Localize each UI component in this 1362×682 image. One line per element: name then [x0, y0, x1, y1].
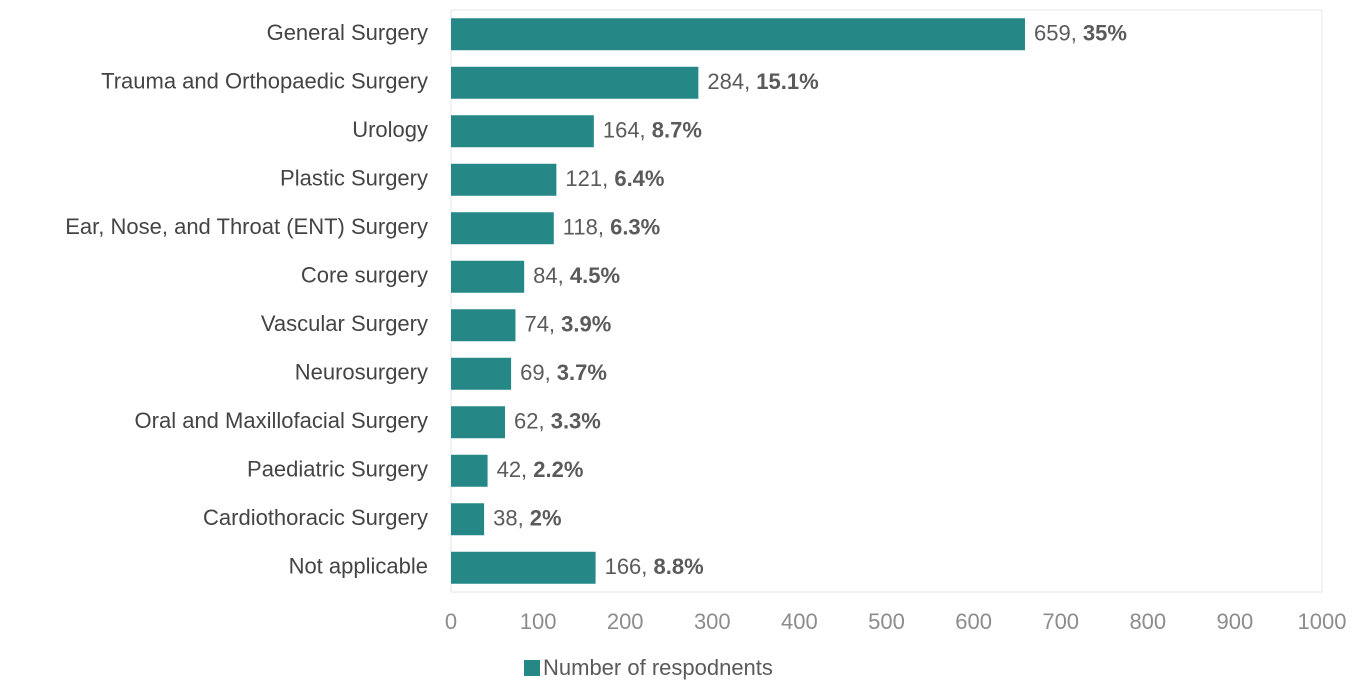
data-label-percent: 35% [1083, 20, 1127, 45]
data-label-percent: 8.8% [654, 554, 704, 579]
x-tick-label: 700 [1042, 609, 1079, 634]
data-label-percent: 2.2% [533, 457, 583, 482]
bar [451, 454, 488, 487]
data-label-count: 118, [563, 214, 610, 239]
plot-area [450, 9, 1323, 593]
data-label: 69, 3.7% [520, 360, 607, 385]
legend-label: Number of respodnents [543, 655, 773, 680]
data-label: 118, 6.3% [563, 214, 660, 239]
y-tick-label: Vascular Surgery [261, 311, 428, 336]
data-label: 42, 2.2% [497, 457, 584, 482]
x-tick-label: 200 [607, 609, 644, 634]
x-tick-label: 1000 [1298, 609, 1347, 634]
y-tick-label: Urology [352, 117, 428, 142]
y-tick-label: Neurosurgery [295, 360, 428, 385]
data-label-count: 659, [1034, 20, 1083, 45]
data-label-count: 42, [497, 457, 534, 482]
bar [451, 66, 699, 99]
bar [451, 260, 525, 293]
data-label-count: 62, [514, 408, 551, 433]
y-tick-label: Ear, Nose, and Throat (ENT) Surgery [65, 214, 428, 239]
data-label-count: 84, [533, 263, 570, 288]
data-label-count: 74, [524, 311, 561, 336]
x-tick-label: 500 [868, 609, 905, 634]
bar [451, 18, 1025, 51]
data-label: 38, 2% [493, 505, 562, 530]
y-tick-label: Trauma and Orthopaedic Surgery [101, 69, 428, 94]
y-tick-label: Not applicable [289, 554, 428, 579]
data-label-percent: 2% [530, 505, 562, 530]
x-tick-label: 900 [1217, 609, 1254, 634]
data-label-count: 38, [493, 505, 530, 530]
x-tick-label: 300 [694, 609, 731, 634]
y-tick-label: Paediatric Surgery [247, 457, 428, 482]
data-label: 74, 3.9% [524, 311, 611, 336]
x-tick-label: 0 [445, 609, 457, 634]
data-label-count: 164, [603, 117, 652, 142]
data-label-count: 166, [605, 554, 654, 579]
bar [451, 163, 557, 196]
data-label: 164, 8.7% [603, 117, 702, 142]
y-tick-label: Oral and Maxillofacial Surgery [135, 408, 428, 433]
y-tick-label: Cardiothoracic Surgery [203, 505, 428, 530]
data-label-percent: 3.7% [557, 360, 607, 385]
data-label: 62, 3.3% [514, 408, 601, 433]
bar [451, 551, 596, 584]
x-tick-label: 800 [1129, 609, 1166, 634]
data-label-percent: 3.3% [551, 408, 601, 433]
data-label: 84, 4.5% [533, 263, 620, 288]
bar [451, 115, 594, 148]
y-tick-label: General Surgery [267, 20, 428, 45]
bar [451, 503, 485, 536]
data-label: 121, 6.4% [565, 166, 664, 191]
data-label: 166, 8.8% [605, 554, 704, 579]
y-tick-label: Core surgery [301, 263, 428, 288]
bar [451, 309, 516, 342]
data-label-count: 121, [565, 166, 614, 191]
data-label-count: 284, [707, 69, 756, 94]
x-tick-label: 100 [520, 609, 557, 634]
x-tick-label: 600 [955, 609, 992, 634]
x-tick-label: 400 [781, 609, 818, 634]
data-label-count: 69, [520, 360, 557, 385]
data-label-percent: 4.5% [570, 263, 620, 288]
data-label: 284, 15.1% [707, 69, 818, 94]
bar [451, 357, 512, 390]
data-label-percent: 6.3% [610, 214, 660, 239]
data-label-percent: 3.9% [561, 311, 611, 336]
bar [451, 406, 506, 439]
data-label-percent: 15.1% [756, 69, 818, 94]
bar [451, 212, 554, 245]
legend-swatch [524, 660, 540, 676]
data-label-percent: 6.4% [614, 166, 664, 191]
data-label: 659, 35% [1034, 20, 1127, 45]
data-label-percent: 8.7% [652, 117, 702, 142]
y-tick-label: Plastic Surgery [280, 166, 428, 191]
